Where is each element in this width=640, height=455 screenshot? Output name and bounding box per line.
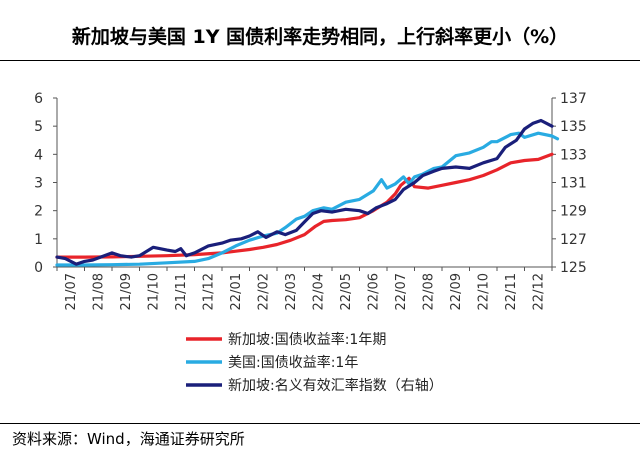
x-tick-label: 21/08 <box>91 273 106 310</box>
y-left-tick-label: 0 <box>34 260 43 276</box>
source-note: 资料来源：Wind，海通证券研究所 <box>12 430 245 448</box>
series-line-2 <box>55 131 560 267</box>
y-right-tick-label: 125 <box>560 260 587 276</box>
x-tick-label: 21/09 <box>119 273 134 310</box>
y-left-tick-label: 5 <box>34 119 43 135</box>
y-right-tick-label: 135 <box>560 119 587 135</box>
x-tick-label: 22/10 <box>476 273 491 310</box>
y-right-tick-label: 137 <box>560 91 587 107</box>
top-divider <box>0 60 640 61</box>
x-tick-label: 22/02 <box>256 273 271 310</box>
chart-series <box>55 118 560 267</box>
x-tick-label: 21/11 <box>174 273 189 310</box>
x-tick-label: 21/10 <box>146 273 161 310</box>
y-right-tick-label: 127 <box>560 232 587 248</box>
x-tick-label: 22/06 <box>366 273 381 310</box>
chart-axes: 0 1 2 3 4 5 6 125 127 129 131 133 135 137 21/07 21/08 21… <box>34 91 587 310</box>
x-tick-label: 22/11 <box>504 273 519 310</box>
y-left-tick-label: 1 <box>34 232 43 248</box>
y-right-tick-label: 129 <box>560 204 587 220</box>
legend-label-1: 新加坡:国债收益率:1年期 <box>228 331 386 348</box>
chart-title: 新加坡与美国 1Y 国债利率走势相同，上行斜率更小（%） <box>71 26 569 48</box>
x-tick-label: 21/07 <box>64 273 79 310</box>
x-tick-label: 21/12 <box>201 273 216 310</box>
x-tick-label: 22/08 <box>421 273 436 310</box>
x-tick-label: 22/05 <box>339 273 354 310</box>
x-tick-label: 22/12 <box>531 273 546 310</box>
series-line-3 <box>55 118 554 266</box>
y-right-tick-label: 131 <box>560 176 587 192</box>
legend-label-2: 美国:国债收益率:1年 <box>228 354 358 371</box>
y-right-tick-label: 133 <box>560 147 587 163</box>
x-tick-label: 22/01 <box>229 273 244 310</box>
y-left-tick-label: 2 <box>34 204 43 220</box>
x-tick-label: 22/09 <box>449 273 464 310</box>
x-tick-label: 22/07 <box>394 273 409 310</box>
y-left-tick-label: 3 <box>34 176 43 192</box>
bottom-divider <box>0 423 640 424</box>
x-tick-label: 22/03 <box>284 273 299 310</box>
legend-label-3: 新加坡:名义有效汇率指数（右轴） <box>228 377 443 394</box>
y-left-tick-label: 4 <box>34 147 43 163</box>
x-tick-label: 22/04 <box>311 273 326 310</box>
y-left-tick-label: 6 <box>34 91 43 107</box>
series-line-1 <box>55 152 554 259</box>
